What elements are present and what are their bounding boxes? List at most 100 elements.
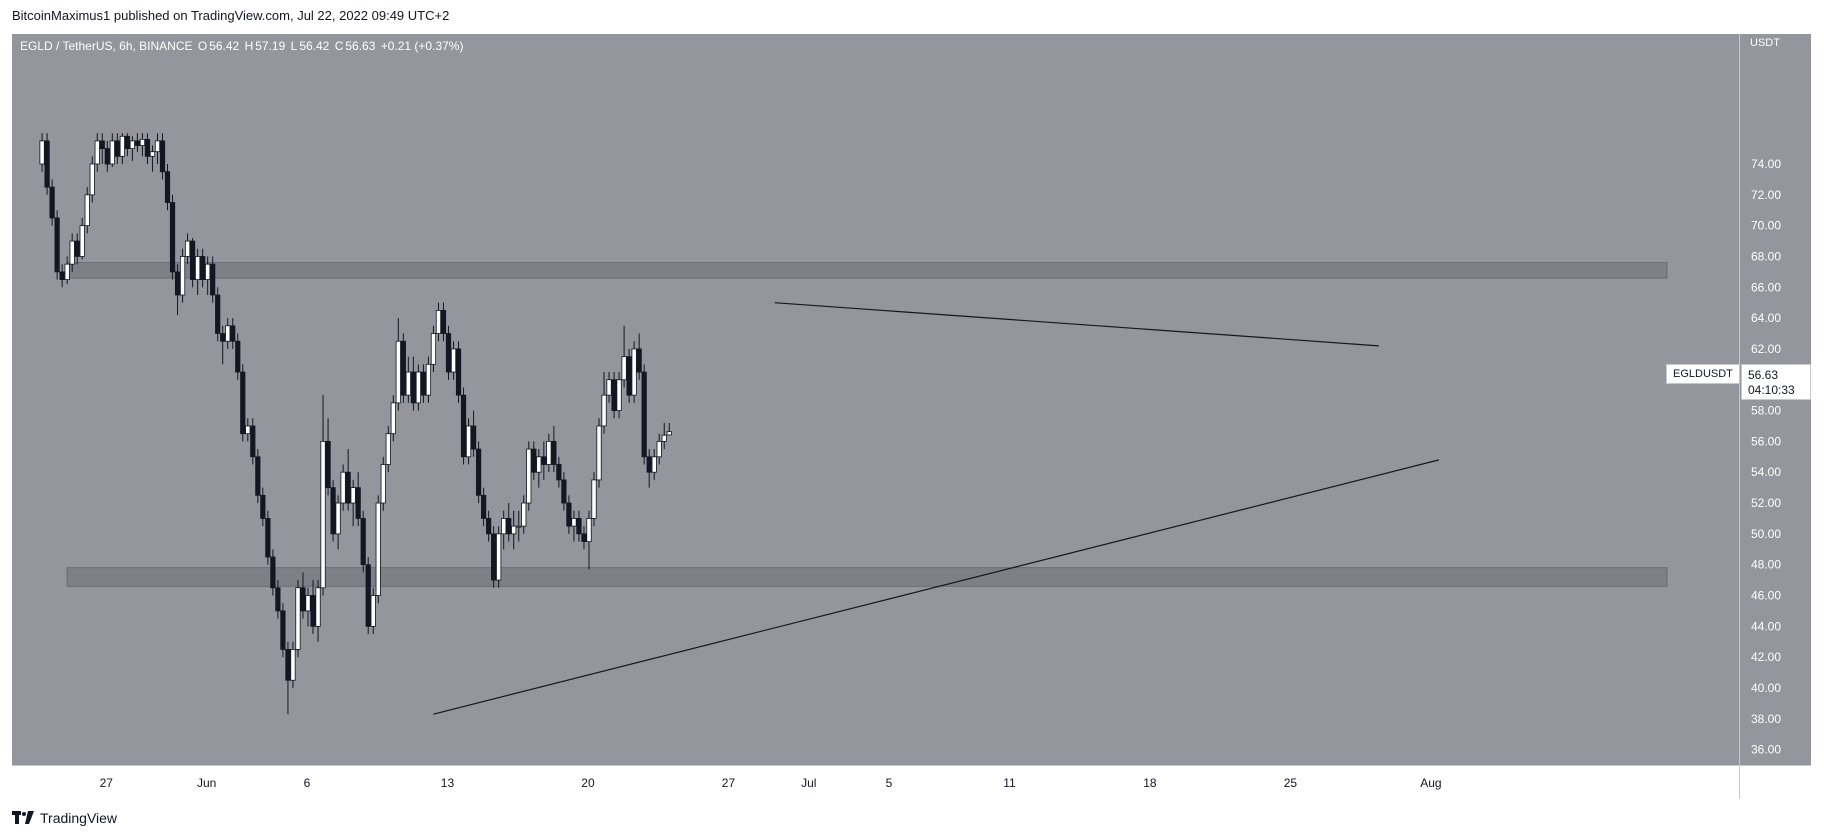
candle-body [601,394,607,427]
candle-body [360,518,366,566]
candle-body [581,533,587,542]
candle-body [616,379,622,411]
candle-98 [531,441,537,480]
candle-body [571,518,577,527]
candle-109 [586,510,592,570]
candle-33 [205,256,211,295]
candle-body [551,440,557,465]
candle-body [526,448,532,504]
candle-42 [250,418,256,465]
candle-26 [169,194,176,280]
candle-body [385,433,391,465]
candle-body [89,163,95,196]
candle-74 [410,356,416,411]
candle-body [460,394,467,458]
candle-18 [129,136,135,161]
candle-83 [455,341,462,403]
candle-68 [380,456,386,511]
price-tick: 52.00 [1751,496,1781,510]
legend-low: 56.42 [299,39,330,53]
candle-6 [69,233,75,272]
price-tick: 66.00 [1751,280,1781,294]
candle-10 [89,156,95,203]
candle-66 [370,587,376,635]
price-tick: 64.00 [1751,311,1781,325]
time-tick: Jul [801,776,816,790]
candle-101 [546,433,552,473]
candle-body [566,502,572,527]
candle-0 [39,133,45,172]
candle-31 [195,248,201,295]
candle-body [621,356,627,381]
candle-20 [139,133,146,157]
candle-body [445,333,452,373]
candle-body [470,425,477,450]
candle-39 [235,333,241,380]
candle-17 [124,133,130,157]
candle-57 [325,418,331,496]
zone-1 [66,567,1668,587]
price-tick: 62.00 [1751,342,1781,356]
candle-122 [651,449,657,480]
candle-body [124,135,130,150]
candle-body [280,610,286,650]
candle-72 [400,333,406,403]
candle-body [64,263,70,280]
candle-88 [481,487,487,527]
candle-body [139,138,146,146]
candle-93 [506,503,512,542]
candle-25 [164,164,171,211]
legend-low-label: L [290,39,298,53]
candle-60 [340,464,346,511]
candle-body [99,140,105,150]
candle-body [174,271,181,296]
candle-body [149,151,156,157]
candle-44 [260,487,266,527]
candle-76 [420,364,427,403]
time-tick: 27 [100,776,114,790]
candle-body [315,587,321,627]
candle-body [179,256,186,296]
symbol-tag[interactable]: EGLDUSDT [1666,364,1740,384]
candle-body [330,487,336,535]
time-tick: 11 [1003,776,1016,790]
candle-124 [661,422,667,450]
candle-body [154,140,161,153]
candle-69 [385,425,391,473]
candle-65 [365,556,371,635]
candle-body [134,140,141,146]
candle-body [481,494,487,519]
candle-16 [119,133,125,165]
candle-body [335,502,341,535]
candle-body [666,431,672,436]
candle-body [556,464,562,481]
candle-body [636,348,642,373]
candle-body [435,310,442,334]
candle-body [109,140,115,165]
candle-34 [210,256,216,303]
candle-37 [225,318,231,349]
candle-52 [300,572,306,619]
candle-79 [435,302,442,342]
candle-body [576,518,582,535]
candle-50 [290,641,296,688]
candle-120 [641,364,647,465]
candles [39,133,672,715]
candle-62 [350,479,356,527]
footer-brand-text: TradingView [40,810,118,826]
candle-119 [636,333,642,380]
candle-117 [626,348,632,403]
candle-body [310,595,316,627]
candle-body [365,564,371,627]
candle-19 [134,133,141,152]
candle-body [596,425,602,481]
support-resistance-zones [66,262,1668,587]
candle-body [265,518,271,558]
candle-body [260,494,266,519]
candle-body [561,479,567,504]
candle-body [465,425,472,458]
candle-body [410,371,416,404]
last-price-label: 56.63 04:10:33 [1741,364,1811,400]
price-tick: 50.00 [1751,527,1781,541]
